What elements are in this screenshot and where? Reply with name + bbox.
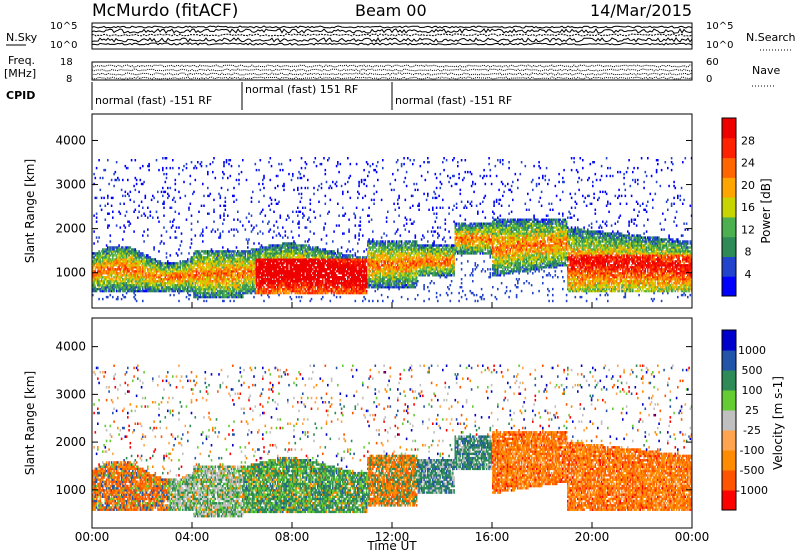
freq-panel: Freq. [MHz] 18 8 60 0 Nave	[4, 54, 780, 87]
power-colorbar-label: Power [dB]	[759, 178, 773, 243]
y-tick-label: 1000	[55, 266, 86, 280]
x-axis-label: Time UT	[366, 539, 417, 553]
colorbar-tick-label: 12	[741, 223, 755, 236]
nsky-panel: N.Sky 10^5 10^0 10^5 10^0 N.Search	[6, 21, 796, 51]
cpid-row: CPID normal (fast) -151 RF normal (fast) …	[6, 82, 512, 110]
nsearch-label: N.Search	[746, 31, 796, 44]
velocity-panel: 1000 2000 3000 4000 Slant Range [km] -1000 -…	[23, 317, 785, 529]
colorbar-swatch	[722, 430, 736, 451]
power-panel: 1000 2000 3000 4000 Slant Range [km] 4 8 12 16…	[23, 113, 773, 309]
colorbar-swatch	[722, 236, 736, 257]
colorbar-tick-label: -25	[743, 424, 761, 437]
freq-label: Freq.	[8, 54, 35, 67]
x-tick-label: 16:00	[475, 530, 510, 544]
freq-unit-label: [MHz]	[4, 67, 36, 80]
cpid-label: CPID	[6, 89, 35, 102]
colorbar-swatch	[722, 256, 736, 277]
cpid-segment-label: normal (fast) -151 RF	[395, 94, 512, 107]
colorbar-swatch	[722, 470, 736, 491]
colorbar-swatch	[722, 177, 736, 198]
colorbar-tick-label: 8	[745, 246, 752, 259]
colorbar-swatch	[722, 390, 736, 411]
colorbar-tick-label: -1000	[736, 484, 768, 497]
colorbar-tick-label: 16	[741, 201, 755, 214]
y-tick-label: 2000	[55, 435, 86, 449]
y-tick-label: 4000	[55, 340, 86, 354]
y-tick-label: 3000	[55, 178, 86, 192]
colorbar-tick-label: 20	[741, 179, 755, 192]
colorbar-swatch	[722, 197, 736, 218]
cpid-segment-label: normal (fast) -151 RF	[95, 94, 212, 107]
freq-tick-bottom: 8	[66, 74, 72, 85]
nsearch-tick-bottom: 10^0	[706, 40, 733, 51]
colorbar-tick-label: 25	[745, 404, 759, 417]
colorbar-tick-label: 100	[742, 384, 763, 397]
colorbar-tick-label: -100	[740, 444, 765, 457]
cpid-segment-label: normal (fast) 151 RF	[245, 83, 358, 96]
y-tick-label: 2000	[55, 222, 86, 236]
y-tick-label: 4000	[55, 133, 86, 147]
x-tick-label: 08:00	[275, 530, 310, 544]
x-tick-label: 00:00	[75, 530, 110, 544]
velocity-colorbar-label: Velocity [m s-1]	[771, 376, 785, 470]
nave-tick-bottom: 0	[706, 74, 712, 85]
colorbar-swatch	[722, 370, 736, 391]
colorbar-swatch	[722, 450, 736, 471]
nave-label: Nave	[752, 64, 780, 77]
colorbar-tick-label: 4	[745, 268, 752, 281]
freq-tick-top: 18	[60, 57, 73, 68]
y-tick-label: 3000	[55, 387, 86, 401]
velocity-y-axis-label: Slant Range [km]	[23, 371, 37, 475]
colorbar-tick-label: 24	[741, 157, 755, 170]
colorbar-swatch	[722, 490, 736, 511]
nsearch-tick-top: 10^5	[706, 21, 733, 32]
y-tick-label: 1000	[55, 483, 86, 497]
beam-title: Beam 00	[355, 1, 427, 20]
nsky-tick-bottom: 10^0	[50, 40, 77, 51]
colorbar-swatch	[722, 330, 736, 351]
nsky-label: N.Sky	[6, 31, 38, 44]
x-tick-label: 20:00	[575, 530, 610, 544]
colorbar-tick-label: 28	[741, 134, 755, 147]
date-title: 14/Mar/2015	[590, 1, 692, 20]
x-axis: 00:00 04:00 08:00 12:00 16:00 20:00 00:00	[75, 302, 710, 544]
colorbar-swatch	[722, 410, 736, 431]
nsky-tick-top: 10^5	[50, 21, 77, 32]
nave-tick-top: 60	[706, 57, 719, 68]
colorbar-swatch	[722, 137, 736, 159]
colorbar-swatch	[722, 118, 736, 139]
colorbar-tick-label: 500	[742, 364, 763, 377]
x-tick-label: 04:00	[175, 530, 210, 544]
colorbar-tick-label: 1000	[738, 344, 766, 357]
colorbar-swatch	[722, 350, 736, 371]
colorbar-swatch	[722, 216, 736, 238]
x-tick-label: 00:00	[675, 530, 710, 544]
colorbar-tick-label: -500	[740, 464, 765, 477]
station-title: McMurdo (fitACF)	[92, 1, 238, 21]
power-y-axis-label: Slant Range [km]	[23, 159, 37, 263]
colorbar-swatch	[722, 157, 736, 178]
x-tick-label: 12:00	[375, 530, 410, 544]
colorbar-swatch	[722, 276, 736, 297]
